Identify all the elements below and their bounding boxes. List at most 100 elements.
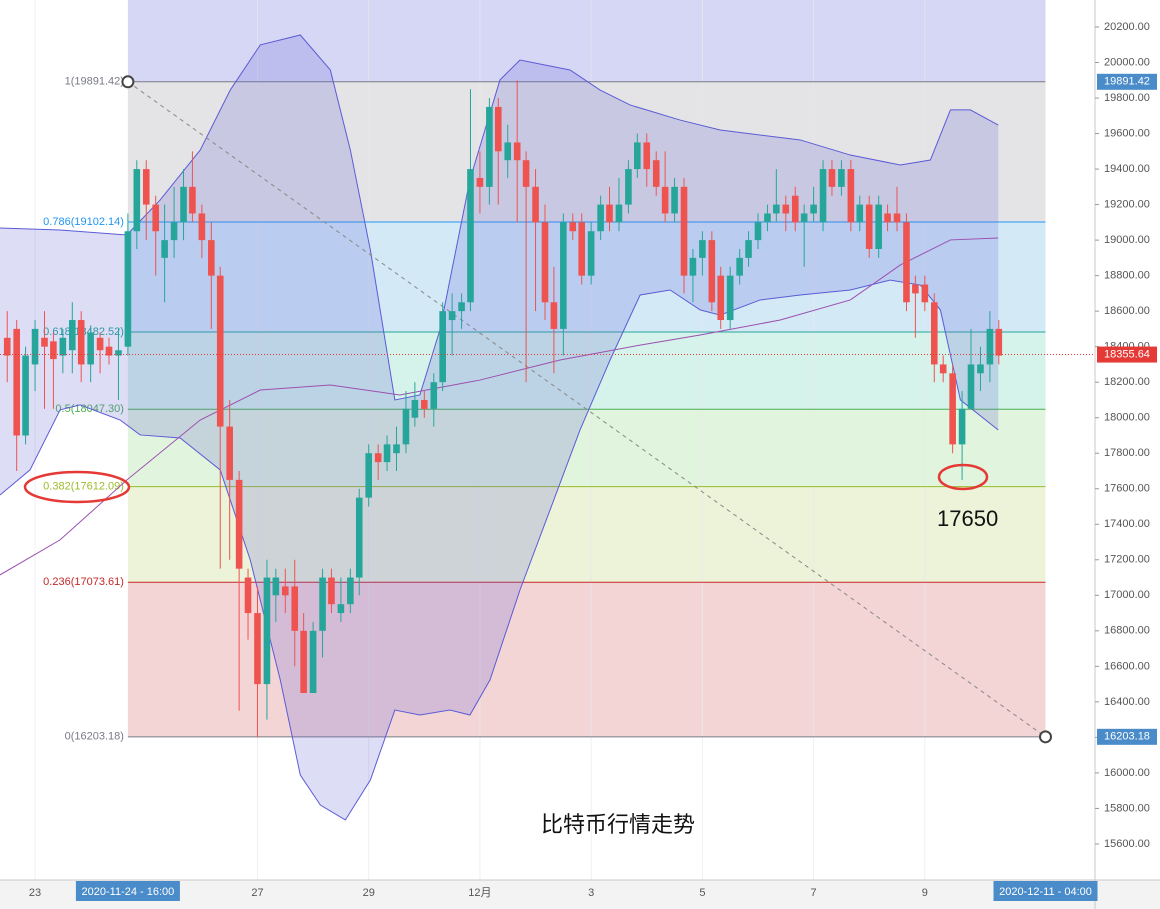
candle-body <box>615 204 623 223</box>
candle-body <box>625 169 632 205</box>
candle-body <box>587 231 595 276</box>
candle-body <box>198 213 206 241</box>
candle-body <box>912 284 919 294</box>
candle-body <box>96 337 104 351</box>
candle-body <box>50 341 57 360</box>
candle-body <box>494 106 502 152</box>
fib-level-label: 0(16203.18) <box>65 731 124 743</box>
candle-body <box>930 302 938 365</box>
candle-body <box>170 222 178 241</box>
candle-body <box>865 204 873 249</box>
candle-body <box>124 231 132 347</box>
candle-body <box>856 204 864 223</box>
candle-body <box>77 320 85 365</box>
y-tick-label: 17800.00 <box>1104 447 1150 459</box>
y-tick-label: 20000.00 <box>1104 56 1150 68</box>
candle-body <box>578 222 586 276</box>
candle-body <box>986 328 994 365</box>
y-tick-label: 17200.00 <box>1104 554 1150 566</box>
band-line <box>0 279 999 821</box>
annotation: 17650 <box>937 506 998 531</box>
candle-body <box>291 586 299 631</box>
y-tick-label: 16000.00 <box>1104 767 1150 779</box>
fib-zone <box>127 332 1046 410</box>
fib-level-label: 0.786(19102.14) <box>43 216 124 228</box>
candle-body <box>680 186 688 276</box>
candle-body <box>439 311 446 383</box>
candle-body <box>949 373 956 445</box>
candle-body <box>504 142 512 161</box>
y-tick-label: 17400.00 <box>1104 518 1150 530</box>
candle-body <box>597 204 604 232</box>
chart-title: 比特币行情走势 <box>541 812 695 837</box>
candle-body <box>458 302 465 312</box>
candle-body <box>235 479 243 569</box>
candle-body <box>689 257 697 276</box>
time-label-box <box>993 881 1098 901</box>
candle-body <box>180 186 187 223</box>
x-axis-strip <box>0 880 1160 909</box>
y-tick-label: 19800.00 <box>1104 92 1150 104</box>
candle-body <box>754 222 762 241</box>
candle-body <box>838 169 845 187</box>
candle-body <box>522 160 530 187</box>
candle-body <box>59 337 67 356</box>
candle-body <box>643 142 651 170</box>
price-label-box <box>1097 73 1157 90</box>
candle-body <box>393 444 400 454</box>
candle-body <box>300 630 307 693</box>
y-tick-label: 16800.00 <box>1104 625 1150 637</box>
y-tick-label: 20200.00 <box>1104 21 1150 33</box>
candle-body <box>281 586 289 596</box>
candle-body <box>263 577 271 685</box>
y-tick-label: 16400.00 <box>1104 696 1150 708</box>
candle-body <box>967 364 975 409</box>
candle-body <box>875 204 882 249</box>
candle-body <box>13 328 20 436</box>
price-label-box <box>1097 346 1157 363</box>
candle-body <box>569 222 577 232</box>
candle-body <box>717 275 725 321</box>
candle-body <box>115 350 122 356</box>
candle-body <box>513 142 521 161</box>
fib-zone <box>127 486 1046 583</box>
candle-body <box>828 169 836 187</box>
candle-body <box>661 186 669 214</box>
price-label: 18355.64 <box>1104 348 1150 360</box>
candle-body <box>736 257 743 276</box>
axes: 15600.0015800.0016000.0016200.0016400.00… <box>29 21 1157 901</box>
x-tick-label: 3 <box>588 887 594 899</box>
candle-body <box>977 364 984 374</box>
time-label: 2020-12-11 - 04:00 <box>999 886 1092 898</box>
candle-body <box>847 169 855 223</box>
fib-anchor <box>1039 730 1053 744</box>
price-label-box <box>1097 728 1157 745</box>
x-tick-label: 9 <box>922 887 928 899</box>
candle-body <box>791 195 799 223</box>
candle-body <box>3 337 11 356</box>
candle-body <box>383 444 391 463</box>
candle-body <box>152 204 160 232</box>
highlight-ellipse <box>937 463 989 491</box>
candle-body <box>411 399 419 418</box>
indicator-line <box>0 237 999 576</box>
x-tick-label: 5 <box>699 887 705 899</box>
candle-body <box>708 240 716 303</box>
candle-body <box>476 177 484 187</box>
candle-body <box>560 222 567 329</box>
y-tick-label: 15600.00 <box>1104 838 1150 850</box>
y-tick-label: 19000.00 <box>1104 234 1150 246</box>
candle-body <box>773 204 780 214</box>
fib-level-label: 0.382(17612.09) <box>43 481 124 493</box>
candle-body <box>430 382 438 409</box>
candle-body <box>347 577 354 605</box>
y-tick-label: 18000.00 <box>1104 412 1150 424</box>
candle-body <box>365 453 373 498</box>
candle-body <box>208 240 215 276</box>
candle-body <box>921 284 929 303</box>
candle-body <box>939 364 947 374</box>
candle-body <box>133 169 141 232</box>
fib-level-label: 0.5(18047.30) <box>55 403 124 415</box>
candle-body <box>671 186 678 214</box>
